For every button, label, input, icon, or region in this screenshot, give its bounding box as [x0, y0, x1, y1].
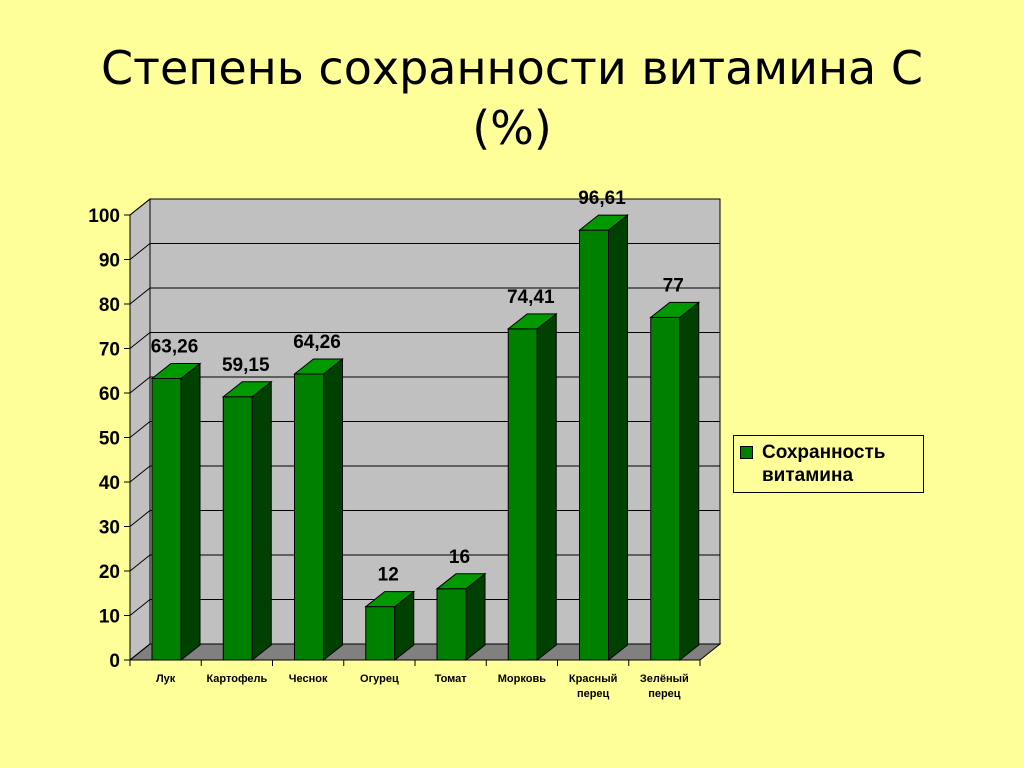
y-tick-label: 90 [99, 251, 120, 272]
y-tick-label: 60 [99, 384, 120, 405]
y-tick-label: 100 [88, 206, 120, 227]
x-tick-label: Зелёный перец [639, 673, 689, 700]
legend-swatch [740, 446, 753, 459]
grid-line [129, 243, 720, 260]
floor [128, 643, 722, 661]
bar-top [649, 301, 701, 318]
bar-front [151, 377, 182, 661]
bar-front [294, 373, 324, 661]
value-label: 12 [378, 565, 399, 586]
x-tick-label: Томат [434, 673, 467, 685]
bar-top [506, 313, 558, 330]
y-tick-label: 80 [99, 295, 120, 316]
value-label: 16 [449, 547, 470, 568]
bar-front [365, 606, 396, 661]
bar-top [364, 591, 416, 608]
x-tick-label: Огурец [360, 673, 399, 685]
bar-side [180, 362, 201, 662]
x-tick-label: Лук [155, 673, 176, 685]
grid-line [129, 198, 720, 216]
bar-top [435, 573, 487, 590]
bar-side [251, 380, 272, 662]
bar-front [579, 229, 609, 661]
bar-side [323, 358, 343, 662]
bar [293, 358, 344, 662]
bar [435, 572, 487, 662]
y-tick-label: 10 [99, 607, 120, 628]
bar-top [578, 214, 629, 231]
y-tick-label: 30 [99, 518, 120, 539]
bar-front [650, 316, 681, 661]
y-tick-label: 0 [109, 651, 120, 672]
value-label: 74,41 [507, 287, 555, 308]
bar [578, 214, 629, 662]
bar-front [507, 328, 538, 661]
x-tick-label: Красный перец [568, 673, 618, 700]
bar-front [436, 588, 467, 661]
bar-front [222, 396, 253, 661]
bar [150, 362, 202, 662]
y-tick-label: 50 [99, 429, 120, 450]
y-tick-label: 70 [99, 340, 120, 361]
x-tick-label: Чеснок [288, 673, 328, 685]
y-tick-label: 40 [99, 473, 120, 494]
value-label: 77 [663, 275, 684, 296]
bar-side [679, 301, 700, 662]
bar [649, 301, 701, 662]
value-label: 64,26 [293, 332, 341, 353]
x-tick-label: Морковь [497, 673, 546, 685]
bar-top [293, 358, 344, 375]
x-tick-label: Картофель [206, 673, 268, 685]
bar-top [150, 362, 202, 379]
bar [221, 380, 273, 662]
value-label: 96,61 [578, 188, 626, 209]
bar [364, 590, 416, 662]
y-tick-label: 20 [99, 562, 120, 583]
bar-side [536, 312, 557, 662]
bar-side [608, 214, 628, 662]
value-label: 63,26 [151, 336, 199, 357]
value-label: 59,15 [222, 355, 270, 376]
bar-top [221, 381, 273, 398]
chart-title: Степень сохранности витамина С (%) [101, 41, 923, 155]
bar [506, 312, 558, 662]
legend-label: Сохранность витамина [762, 442, 886, 486]
legend: Сохранность витамина [733, 435, 924, 493]
grid-line [129, 287, 720, 305]
